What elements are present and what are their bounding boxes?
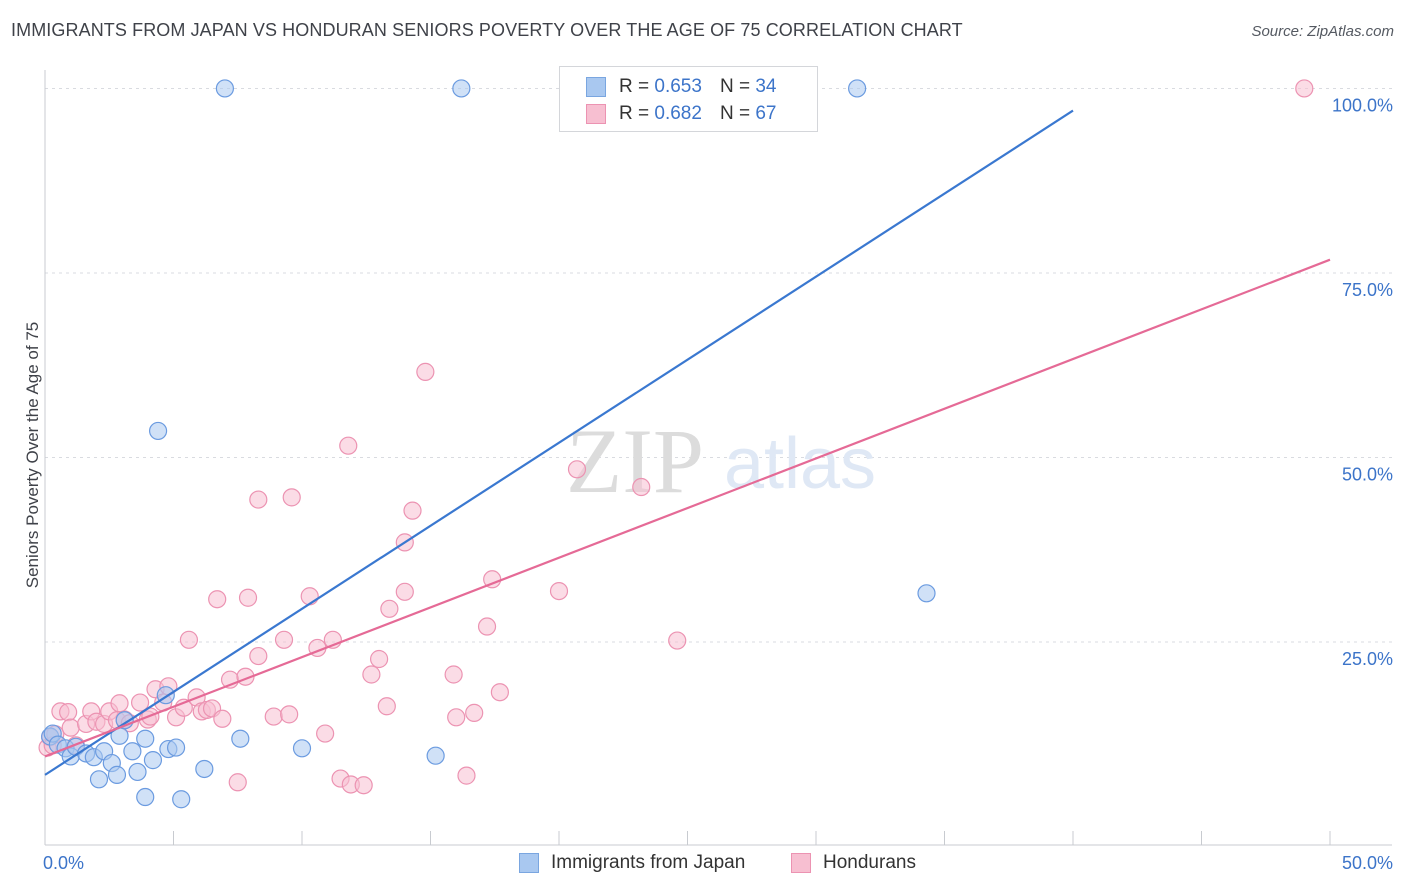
honduran-point: [354, 776, 373, 795]
y-axis-label: Seniors Poverty Over the Age of 75: [23, 321, 42, 589]
honduran-point: [110, 694, 129, 713]
honduran-point: [444, 665, 463, 684]
japan-point: [128, 762, 147, 782]
honduran-point: [632, 477, 651, 497]
honduran-point: [339, 436, 358, 455]
japan-point: [89, 770, 109, 789]
japan-point: [426, 746, 445, 765]
legend-n-label: N =: [719, 76, 751, 97]
honduran-point: [179, 630, 199, 649]
honduran-point: [567, 460, 587, 479]
japan-point: [172, 790, 191, 809]
honduran-point: [403, 501, 422, 520]
japan-point: [166, 738, 186, 757]
honduran-point: [282, 488, 301, 507]
honduran-point: [490, 683, 509, 702]
bottom-legend-swatch-hondurans: [791, 853, 811, 873]
honduran-point: [457, 766, 476, 785]
honduran-point: [300, 587, 319, 606]
legend-r-label: R =: [619, 103, 650, 124]
honduran-point: [477, 617, 497, 636]
y-tick-label: 100.0%: [1332, 95, 1393, 115]
japan-point: [123, 742, 142, 761]
japan-point: [917, 584, 936, 603]
japan-point: [231, 729, 250, 748]
watermark-zip: ZIP: [566, 410, 704, 512]
source-label: Source: ZipAtlas.com: [1251, 23, 1394, 40]
honduran-point: [465, 703, 484, 722]
honduran-point: [668, 631, 687, 650]
legend-r-label: R =: [619, 76, 650, 97]
honduran-point: [370, 649, 389, 669]
chart-title: IMMIGRANTS FROM JAPAN VS HONDURAN SENIOR…: [11, 20, 963, 40]
honduran-point: [274, 630, 294, 649]
honduran-point: [208, 590, 227, 609]
bottom-legend-label-japan: Immigrants from Japan: [551, 852, 746, 873]
honduran-point: [249, 490, 268, 509]
legend-row-hondurans: R = 0.682 N = 67: [560, 101, 776, 127]
honduran-point: [549, 581, 569, 601]
axes-layer: [44, 70, 1392, 846]
honduran-point: [61, 718, 80, 737]
correlation-legend: R = 0.653 N = 34 R = 0.682 N = 67: [559, 66, 818, 132]
japan-point: [452, 79, 471, 98]
legend-swatch-japan: [586, 77, 606, 97]
honduran-point: [395, 582, 414, 601]
legend-n-label: N =: [719, 103, 751, 124]
legend-r-value: 0.682: [654, 103, 702, 124]
japan-trend-line: [44, 109, 1074, 776]
legend-n-value: 34: [755, 76, 777, 97]
honduran-point: [249, 646, 268, 666]
honduran-point: [228, 773, 247, 792]
honduran-point: [416, 362, 435, 381]
honduran-point: [280, 705, 299, 724]
japan-point: [292, 739, 312, 758]
bottom-legend-japan: Immigrants from Japan: [519, 852, 745, 874]
japan-point: [148, 421, 168, 441]
japan-point: [136, 787, 155, 807]
honduran-point: [59, 703, 78, 722]
japan-point: [195, 759, 214, 779]
honduran-trend-line: [44, 258, 1331, 758]
tick-label-layer: 25.0% 50.0% 75.0% 100.0% 0.0% 50.0%: [43, 95, 1393, 873]
x-tick-label: 50.0%: [1342, 853, 1393, 873]
japan-point: [136, 729, 155, 748]
x-tick-label: 0.0%: [43, 853, 84, 873]
honduran-point: [264, 707, 283, 726]
bottom-legend-hondurans: Hondurans: [791, 852, 916, 874]
honduran-point: [213, 709, 232, 728]
honduran-point: [447, 708, 466, 727]
japan-point: [215, 79, 234, 98]
honduran-point: [238, 588, 258, 607]
legend-swatch-hondurans: [586, 104, 606, 124]
japan-point: [107, 765, 127, 784]
bottom-legend-swatch-japan: [519, 853, 539, 873]
japan-point: [143, 751, 163, 770]
honduran-point: [130, 693, 150, 712]
legend-n-value: 67: [755, 103, 777, 124]
legend-r-value: 0.653: [654, 76, 702, 97]
bottom-legend-label-hondurans: Hondurans: [823, 852, 916, 873]
trend-layer: [44, 109, 1331, 776]
japan-point: [848, 79, 867, 98]
honduran-point: [1295, 79, 1314, 98]
honduran-point: [316, 724, 335, 743]
honduran-point: [380, 599, 399, 618]
honduran-point: [362, 665, 381, 684]
grid-layer: [45, 87, 1392, 643]
legend-row-japan: R = 0.653 N = 34: [560, 74, 776, 100]
honduran-point: [377, 697, 396, 716]
y-tick-label: 25.0%: [1342, 649, 1393, 669]
y-tick-label: 50.0%: [1342, 465, 1393, 485]
y-tick-label: 75.0%: [1342, 280, 1393, 300]
